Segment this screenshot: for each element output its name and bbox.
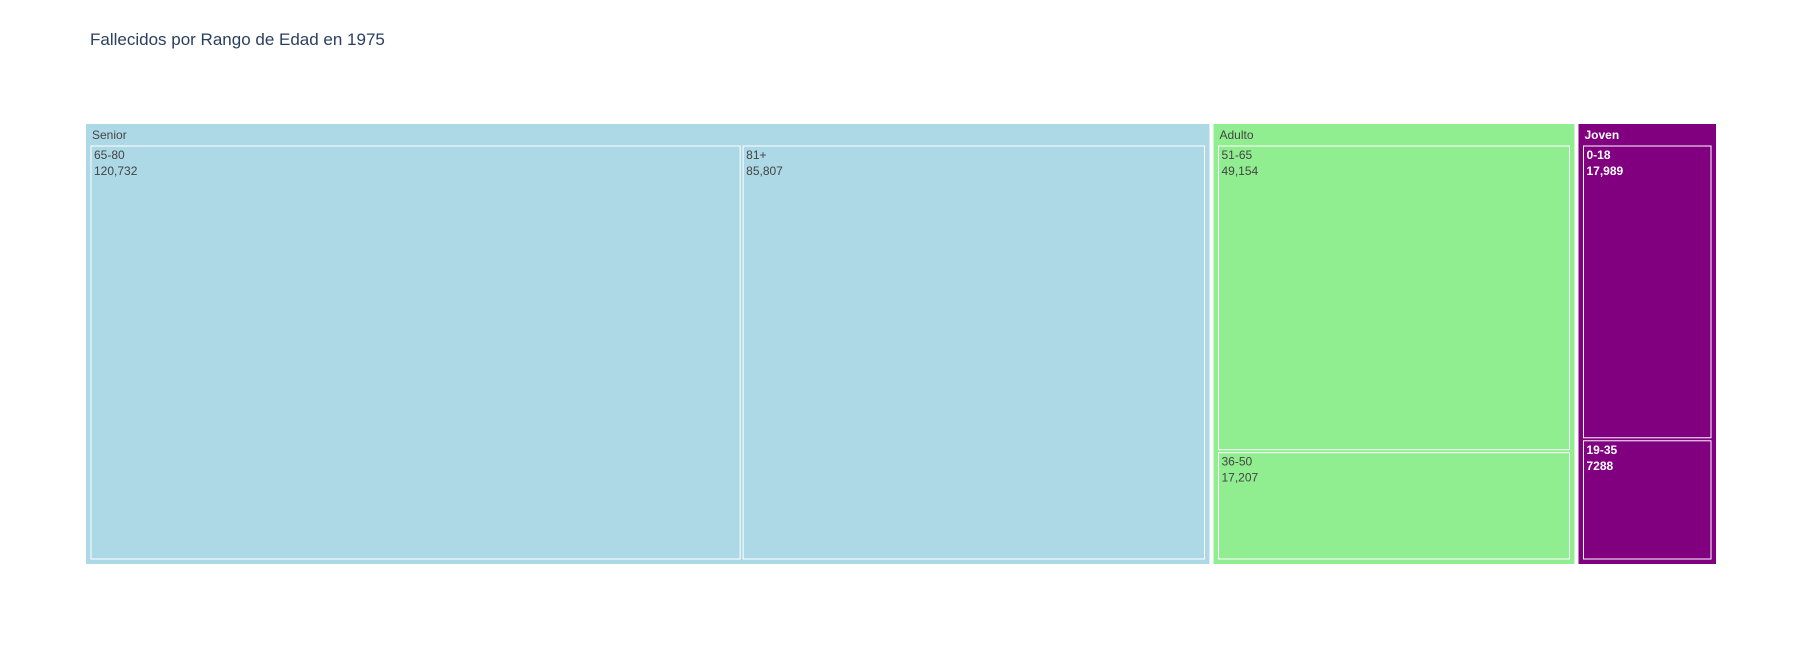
- tile-36-50[interactable]: 36-50 17,207: [1218, 452, 1571, 560]
- tile-label: 36-50: [1222, 455, 1253, 469]
- tile-rect[interactable]: [1218, 145, 1571, 451]
- group-label: Adulto: [1220, 128, 1254, 142]
- tile-label: 81+: [746, 148, 766, 162]
- tile-65-80[interactable]: 65-80 120,732: [90, 145, 741, 560]
- tile-rect[interactable]: [1583, 145, 1712, 439]
- tile-label: 65-80: [94, 148, 125, 162]
- tile-value: 120,732: [94, 164, 138, 178]
- tile-value: 17,207: [1222, 471, 1259, 485]
- tile-label: 51-65: [1222, 148, 1253, 162]
- tile-rect[interactable]: [742, 145, 1206, 560]
- group-label: Senior: [92, 128, 127, 142]
- tile-value: 49,154: [1222, 164, 1259, 178]
- group-adulto[interactable]: Adulto 51-65 49,154 36-50 17,207: [1213, 124, 1575, 564]
- tile-label: 19-35: [1587, 443, 1618, 457]
- tile-51-65[interactable]: 51-65 49,154: [1218, 145, 1571, 451]
- tile-0-18[interactable]: 0-18 17,989: [1583, 145, 1712, 439]
- tile-rect[interactable]: [90, 145, 741, 560]
- tile-rect[interactable]: [1583, 440, 1712, 560]
- group-joven[interactable]: Joven 0-18 17,989 19-35 7288: [1578, 124, 1716, 564]
- tile-19-35[interactable]: 19-35 7288: [1583, 440, 1712, 560]
- group-label: Joven: [1585, 128, 1620, 142]
- tile-value: 85,807: [746, 164, 783, 178]
- group-senior[interactable]: Senior 65-80 120,732 81+ 85,807: [86, 124, 1210, 564]
- tile-81+[interactable]: 81+ 85,807: [742, 145, 1206, 560]
- tile-value: 17,989: [1587, 164, 1624, 178]
- tile-rect[interactable]: [1218, 452, 1571, 560]
- tile-label: 0-18: [1587, 148, 1611, 162]
- chart-title: Fallecidos por Rango de Edad en 1975: [90, 30, 385, 49]
- tile-value: 7288: [1587, 459, 1614, 473]
